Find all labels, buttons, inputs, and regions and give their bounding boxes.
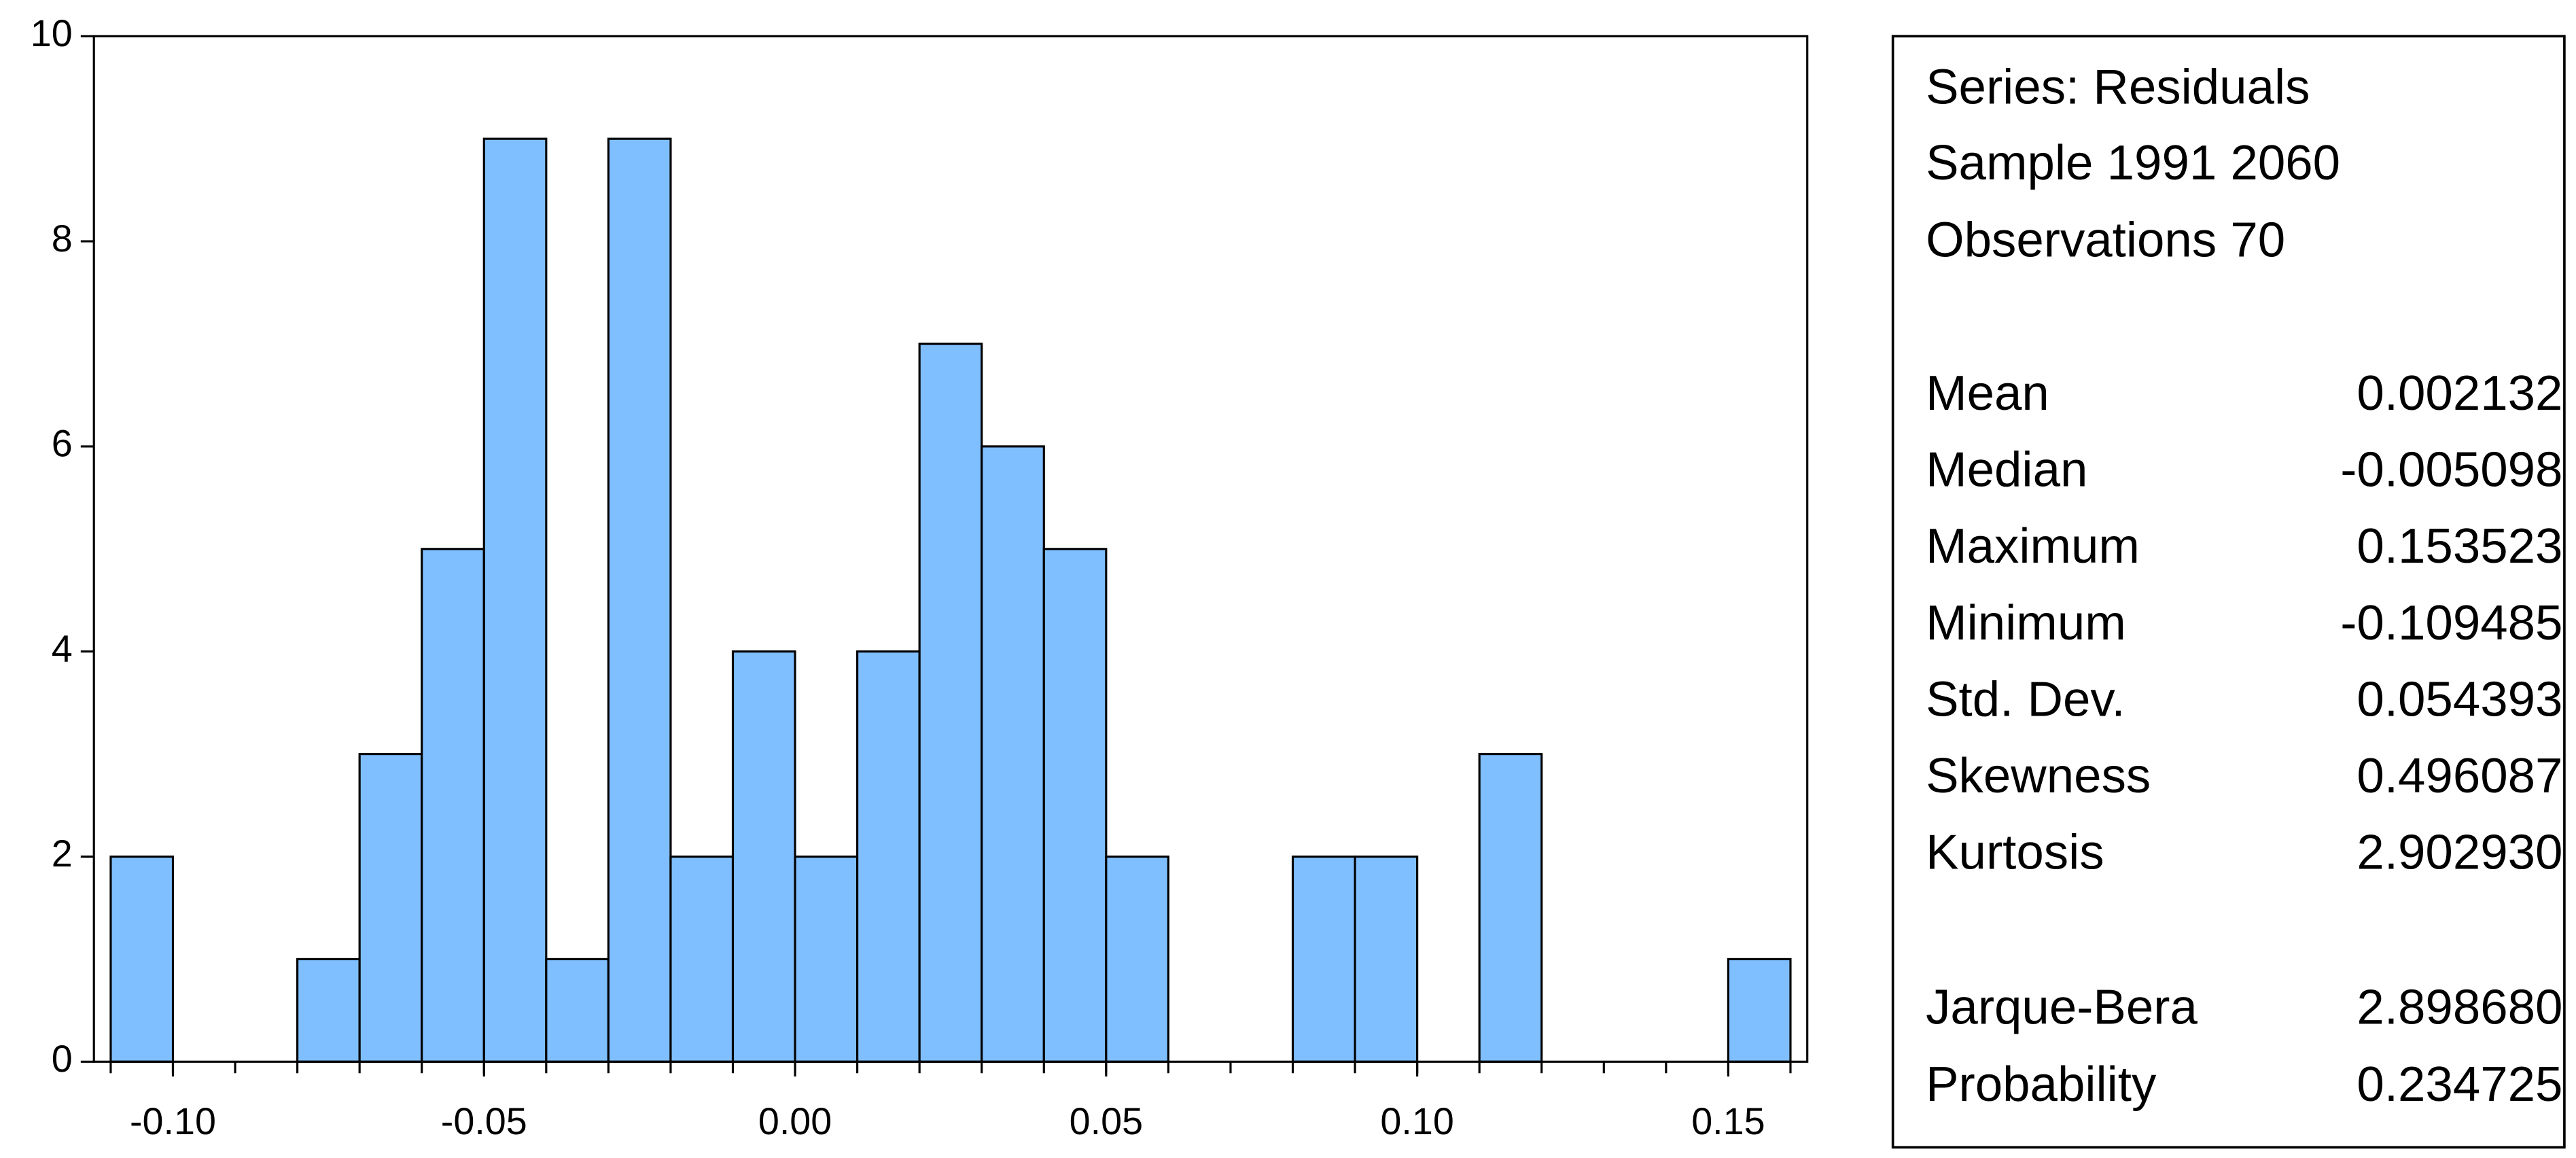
bar [109,855,175,1063]
stats-value: 0.002132 [2357,366,2562,421]
stats-value: -0.109485 [2340,595,2562,650]
bar [482,137,548,1063]
stats-label: Maximum [1926,519,2140,574]
x-tick-label: 0.05 [1070,1100,1143,1142]
x-tick-label: 0.10 [1380,1100,1453,1142]
bar [981,445,1045,1063]
y-tick-label: 4 [52,627,73,669]
bar [856,650,921,1063]
y-tick-label: 0 [52,1038,73,1080]
bar [1042,548,1108,1063]
x-tick-label: 0.15 [1691,1100,1765,1142]
bar [421,548,485,1063]
bar [918,343,983,1063]
bar [1105,855,1169,1063]
stats-header: Series: Residuals [1926,59,2310,114]
stats-label: Minimum [1926,595,2126,650]
bar [607,137,672,1063]
y-tick-label: 2 [52,832,73,875]
stats-label: Mean [1926,366,2049,421]
bar [1354,855,1419,1063]
stats-panel [1891,35,2566,1149]
stats-value: 0.496087 [2357,748,2562,803]
bar [358,753,423,1063]
stats-label: Jarque-Bera [1926,979,2198,1034]
bar [1727,958,1792,1063]
stats-label: Median [1926,442,2087,497]
stats-value: 0.153523 [2357,519,2562,574]
x-tick-label: 0.00 [758,1100,832,1142]
x-tick-label: -0.05 [441,1100,527,1142]
stats-value: -0.005098 [2340,442,2562,497]
stats-label: Kurtosis [1926,825,2104,880]
stats-value: 0.234725 [2357,1057,2562,1112]
bar [1291,855,1356,1063]
bar [669,855,735,1063]
bar [794,855,859,1063]
stats-header: Observations 70 [1926,213,2285,268]
bar [731,650,796,1063]
stats-value: 0.054393 [2357,671,2562,726]
y-tick-label: 6 [52,423,73,465]
y-tick-label: 8 [52,217,73,260]
bar [545,958,610,1063]
stats-value: 2.902930 [2357,825,2562,880]
stats-value: 2.898680 [2357,979,2562,1034]
stats-label: Probability [1926,1057,2157,1112]
plot-frame [92,35,1809,1063]
bar [296,958,361,1063]
stats-label: Skewness [1926,748,2151,803]
bar [1478,753,1543,1063]
x-tick-label: -0.10 [130,1100,216,1142]
y-tick-label: 10 [31,12,73,54]
stats-header: Sample 1991 2060 [1926,135,2340,190]
stats-label: Std. Dev. [1926,671,2125,726]
